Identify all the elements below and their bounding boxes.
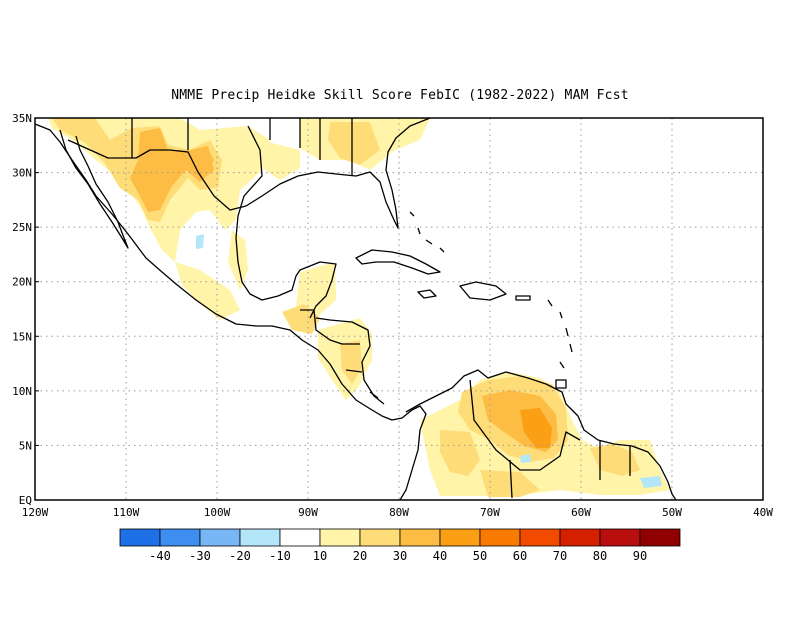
colorbar-swatch <box>119 528 161 547</box>
shade-blue-venezuela <box>520 454 531 463</box>
colorbar-label: 30 <box>393 549 407 563</box>
shade-chihuahua <box>130 128 214 212</box>
lat-tick-label: EQ <box>19 494 32 507</box>
coast-puerto-rico <box>515 295 531 301</box>
colorbar-label: 60 <box>513 549 527 563</box>
colorbar-label: -30 <box>189 549 211 563</box>
colorbar-swatch <box>399 528 441 547</box>
coast-bahamas <box>409 211 445 253</box>
shade-nicaragua <box>340 340 362 384</box>
lon-tick-label: 120W <box>22 506 49 519</box>
map-title: NMME Precip Heidke Skill Score FebIC (19… <box>171 88 629 103</box>
coast-gulf <box>235 125 337 319</box>
shade-yucatan <box>296 262 336 318</box>
colorbar-legend: -40 -30 -20 -10 10 20 30 40 50 60 70 80 90 <box>119 528 681 563</box>
lon-tick-label: 50W <box>662 506 682 519</box>
lon-tick-label: 90W <box>298 506 318 519</box>
coast-baja <box>59 129 129 249</box>
lon-tick-label: 110W <box>113 506 140 519</box>
lon-tick-label: 70W <box>480 506 500 519</box>
coast-caribbean-ca <box>315 317 385 405</box>
shade-brazil-north <box>480 470 540 497</box>
map-gridlines <box>35 118 763 500</box>
shade-guianas <box>590 444 640 476</box>
lon-tick-label: 100W <box>204 506 231 519</box>
colorbar-swatch <box>559 528 601 547</box>
lon-tick-label: 40W <box>753 506 773 519</box>
skill-shading <box>48 118 670 497</box>
colorbar-swatch <box>319 528 361 547</box>
colorbar-label: -20 <box>229 549 251 563</box>
colorbar-label: 50 <box>473 549 487 563</box>
coast-south-america <box>405 369 677 500</box>
colorbar-label: 90 <box>633 549 647 563</box>
coast-hispaniola <box>459 281 507 301</box>
shade-central-mexico <box>175 262 240 320</box>
lon-tick-label: 80W <box>389 506 409 519</box>
shade-venezuela-dark <box>520 408 552 448</box>
colorbar-swatch <box>639 528 681 547</box>
colorbar-label: 70 <box>553 549 567 563</box>
colorbar-swatch <box>519 528 561 547</box>
colorbar-swatch <box>359 528 401 547</box>
colorbar-label: 40 <box>433 549 447 563</box>
colorbar-swatch <box>159 528 201 547</box>
lat-tick-label: 35N <box>12 112 32 125</box>
colorbar-label: 10 <box>313 549 327 563</box>
lon-tick-labels: 120W 110W 100W 90W 80W 70W 60W 50W 40W <box>22 506 774 519</box>
coast-pacific-mexico <box>35 123 427 500</box>
border-south-america <box>469 379 631 499</box>
coast-trinidad <box>555 379 567 389</box>
lat-tick-label: 15N <box>12 330 32 343</box>
colorbar-swatch <box>479 528 521 547</box>
colorbar-swatch <box>199 528 241 547</box>
lat-tick-labels: EQ 5N 10N 15N 20N 25N 30N 35N <box>12 112 39 507</box>
coast-us-gulf <box>245 118 431 229</box>
shade-guatemala <box>282 304 320 334</box>
colorbar-swatch <box>439 528 481 547</box>
lat-tick-label: 10N <box>12 385 32 398</box>
colorbar-swatch <box>239 528 281 547</box>
shade-blue-brazil <box>640 476 662 488</box>
colorbar-swatch <box>279 528 321 547</box>
colorbar-label: 20 <box>353 549 367 563</box>
shade-texas-orange <box>186 146 214 172</box>
lat-tick-label: 5N <box>19 439 32 452</box>
map-frame <box>34 117 764 501</box>
border-central-america <box>300 309 379 399</box>
border-us-states <box>131 118 353 176</box>
coast-cuba <box>355 249 441 275</box>
lat-tick-label: 20N <box>12 276 32 289</box>
border-us-mexico <box>67 139 247 211</box>
colorbar-label: -10 <box>269 549 291 563</box>
colorbar-label: 80 <box>593 549 607 563</box>
coast-jamaica <box>417 289 437 299</box>
lon-tick-label: 60W <box>571 506 591 519</box>
colorbar-swatch <box>599 528 641 547</box>
colorbar-label: -40 <box>149 549 171 563</box>
shade-texas-east <box>260 140 300 180</box>
shade-colombia-yellow2 <box>440 430 480 476</box>
lat-tick-label: 30N <box>12 167 32 180</box>
shade-georgia <box>328 122 380 165</box>
coast-antilles <box>547 299 573 369</box>
coastlines <box>35 118 677 500</box>
shade-blue-mexico <box>196 234 204 249</box>
lat-tick-label: 25N <box>12 221 32 234</box>
